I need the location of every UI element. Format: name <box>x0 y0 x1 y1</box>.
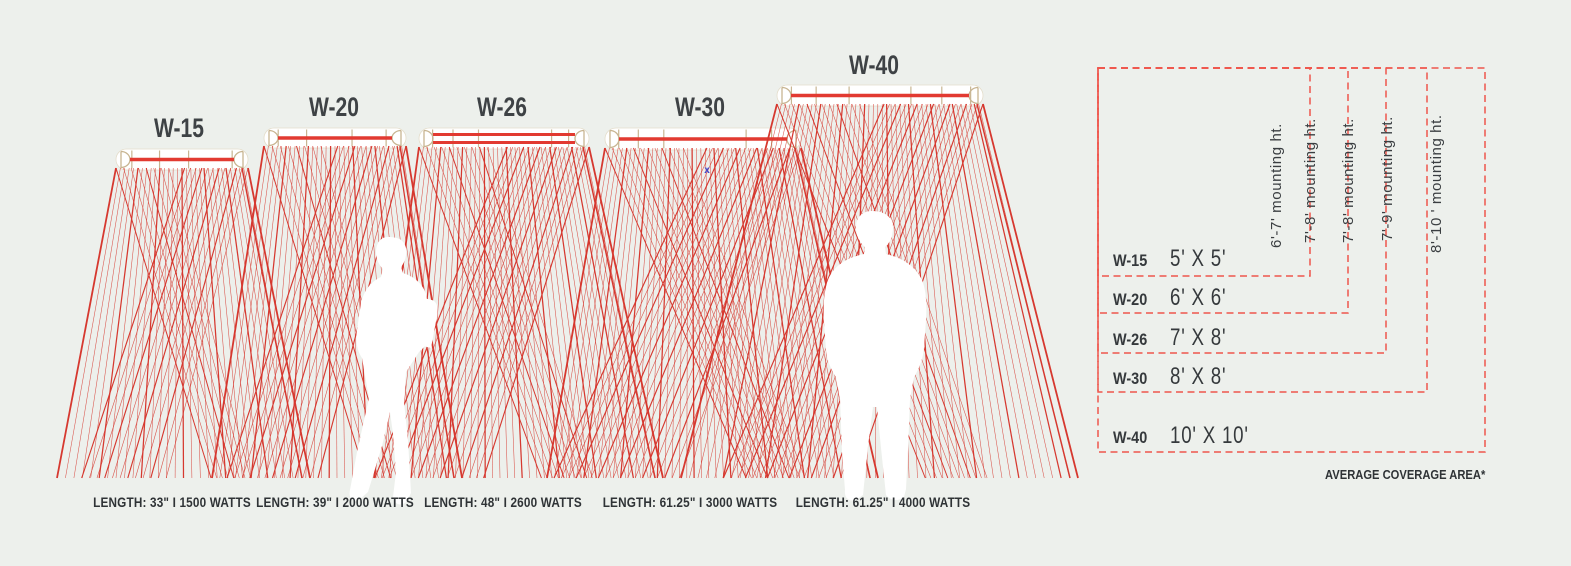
heater-unit-w-40 <box>776 84 984 107</box>
table-coverage-w-15: 5' X 5' <box>1170 245 1227 272</box>
spec-label-w-15: LENGTH: 33" I 1500 WATTS <box>93 494 251 510</box>
average-coverage-footnote: AVERAGE COVERAGE AREA* <box>1325 467 1486 482</box>
table-coverage-w-26: 7' X 8' <box>1170 324 1227 351</box>
table-model-w-30: W-30 <box>1113 369 1148 388</box>
mounting-label-w-40: 8'-10 ' mounting ht. <box>1428 114 1445 253</box>
model-title-w-15: W-15 <box>154 113 204 143</box>
model-title-w-30: W-30 <box>675 92 725 122</box>
table-model-w-40: W-40 <box>1113 428 1148 447</box>
heat-ray-fan-w-26 <box>373 146 664 479</box>
heater-unit-w-26 <box>418 127 590 150</box>
table-coverage-w-20: 6' X 6' <box>1170 284 1227 311</box>
mounting-label-w-26: 7'-8' mounting ht. <box>1340 118 1357 243</box>
person-silhouette-woman <box>349 237 431 505</box>
spec-label-w-30: LENGTH: 61.25" I 3000 WATTS <box>602 494 778 510</box>
mounting-label-w-20: 7'-8' mounting ht. <box>1302 118 1319 243</box>
model-title-w-26: W-26 <box>477 92 527 122</box>
spec-label-w-40: LENGTH: 61.25" I 4000 WATTS <box>795 494 971 510</box>
table-coverage-w-30: 8' X 8' <box>1170 363 1227 390</box>
table-model-w-15: W-15 <box>1113 251 1148 270</box>
table-coverage-w-40: 10' X 10' <box>1170 422 1249 449</box>
mounting-label-w-30: 7'-9' mounting ht. <box>1379 116 1396 241</box>
cursor-x-marker: x <box>704 165 711 176</box>
person-silhouette-woman-bag <box>407 295 438 348</box>
heat-ray-fan-w-30 <box>546 147 879 479</box>
model-title-w-40: W-40 <box>849 50 899 80</box>
heater-unit-w-30 <box>604 127 802 151</box>
table-model-w-20: W-20 <box>1113 290 1148 309</box>
table-model-w-26: W-26 <box>1113 330 1148 349</box>
heater-unit-w-20 <box>263 127 407 149</box>
mounting-label-w-15: 6'-7' mounting ht. <box>1268 123 1285 248</box>
heat-ray-fan-w-15 <box>56 167 311 479</box>
heater-unit-w-15 <box>115 148 249 171</box>
coverage-box-w-30 <box>1097 67 1428 393</box>
spec-label-w-26: LENGTH: 48" I 2600 WATTS <box>424 494 582 510</box>
coverage-box-w-40 <box>1097 67 1486 453</box>
person-silhouette-man <box>823 211 927 501</box>
model-title-w-20: W-20 <box>309 92 359 122</box>
spec-label-w-20: LENGTH: 39" I 2000 WATTS <box>256 494 414 510</box>
